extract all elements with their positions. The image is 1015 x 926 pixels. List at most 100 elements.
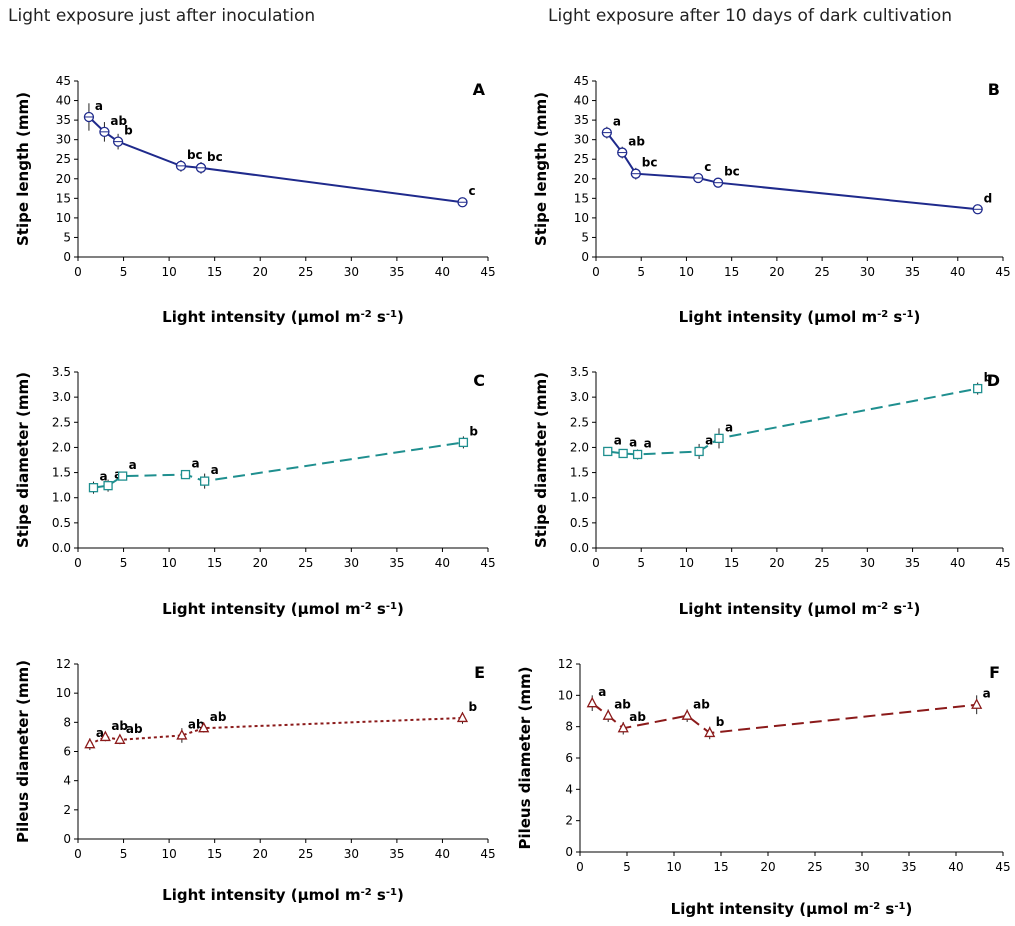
significance-label: a [725,420,733,434]
x-tick-label: 25 [298,556,313,570]
x-axis-label: Light intensity (µmol m-2 s-1) [679,600,921,618]
x-tick-label: 20 [769,265,784,279]
x-tick-label: 5 [120,265,128,279]
x-tick-label: 35 [905,556,920,570]
x-tick-label: 40 [948,860,963,874]
data-point [103,480,113,491]
data-point [714,433,724,444]
significance-label: a [96,726,104,740]
significance-label: b [469,424,478,438]
x-tick-label: 10 [161,265,176,279]
significance-label: a [99,470,107,484]
data-point [99,730,111,742]
x-tick-label: 10 [666,860,681,874]
significance-label: ab [210,710,227,724]
panel-letter: D [987,371,1000,390]
y-tick-label: 1.5 [570,466,589,480]
series-line [607,387,978,456]
data-point [603,446,613,457]
y-tick-label: 3.5 [52,365,71,379]
significance-label: c [704,160,711,174]
significance-label: a [629,435,637,449]
x-tick-label: 20 [253,556,268,570]
series-line [88,116,463,204]
y-axis-label: Stipe length (mm) [14,92,32,246]
x-tick-label: 5 [637,556,645,570]
panel-letter: B [988,80,1000,99]
y-tick-label: 8 [63,715,71,729]
y-tick-label: 6 [565,751,573,765]
x-tick-label: 40 [950,556,965,570]
significance-label: b [984,371,993,385]
y-tick-label: 30 [574,133,589,147]
y-axis-label: Stipe diameter (mm) [14,372,32,548]
x-axis-label: Light intensity (µmol m-2 s-1) [671,900,913,918]
y-tick-label: 5 [63,230,71,244]
x-tick-label: 45 [995,860,1010,874]
data-point [681,709,693,720]
y-tick-label: 2.5 [52,415,71,429]
data-point [973,383,983,394]
y-tick-label: 10 [56,686,71,700]
x-tick-label: 20 [253,847,268,861]
significance-label: bc [187,148,203,162]
y-tick-label: 0 [565,845,573,859]
x-tick-label: 15 [207,556,222,570]
y-axis-label: Stipe diameter (mm) [532,372,550,548]
data-point [456,711,469,723]
y-tick-label: 1.0 [570,491,589,505]
column-title-left: Light exposure just after inoculation [8,6,316,26]
significance-label: bc [207,150,223,164]
x-tick-label: 45 [480,556,495,570]
x-tick-label: 25 [807,860,822,874]
x-tick-label: 15 [207,265,222,279]
chart-panel-b: 0 5 10 15 20 25 30 35 40 45 0 5 10 15 20 25 30 35 40 45 Stip… [532,74,1011,326]
y-tick-label: 25 [574,152,589,166]
significance-label: a [705,433,713,447]
x-tick-label: 15 [724,265,739,279]
y-tick-label: 0.0 [570,541,589,555]
y-tick-label: 10 [574,211,589,225]
y-tick-label: 15 [56,191,71,205]
x-tick-label: 30 [344,556,359,570]
series-line [606,132,978,211]
y-tick-label: 6 [63,745,71,759]
data-point [694,446,704,457]
panel-letter: F [989,663,1000,682]
panel-letter: E [474,663,485,682]
chart-panel-c: 0.0 0.5 1.0 1.5 2.0 2.5 3.0 3.5 0 5 10 15 20 25 30 35 40… [14,365,496,618]
y-tick-label: 1.0 [52,491,71,505]
y-tick-label: 1.5 [52,466,71,480]
series-line [89,716,463,746]
y-tick-label: 3.0 [570,390,589,404]
significance-label: a [192,457,200,471]
data-point [180,469,191,480]
y-tick-label: 40 [56,94,71,108]
significance-label: a [613,115,621,129]
x-axis-label: Light intensity (µmol m-2 s-1) [162,600,404,618]
significance-label: c [468,184,475,198]
y-tick-label: 2 [63,803,71,817]
x-tick-label: 0 [74,556,82,570]
x-tick-label: 0 [592,265,600,279]
x-tick-label: 35 [389,556,404,570]
y-tick-label: 12 [558,657,573,671]
significance-label: a [614,433,622,447]
x-tick-label: 30 [344,265,359,279]
significance-label: ab [110,114,127,128]
y-tick-label: 35 [56,113,71,127]
x-tick-label: 0 [74,847,82,861]
x-tick-label: 25 [298,847,313,861]
significance-label: a [983,687,991,701]
y-tick-label: 3.5 [570,365,589,379]
y-tick-label: 5 [581,230,589,244]
y-tick-label: 45 [574,74,589,88]
significance-label: a [129,458,137,472]
x-tick-label: 20 [760,860,775,874]
data-point [602,709,614,720]
data-point [632,449,643,460]
y-tick-label: 3.0 [52,390,71,404]
x-tick-label: 5 [623,860,631,874]
x-tick-label: 10 [161,556,176,570]
y-tick-label: 0 [63,832,71,846]
